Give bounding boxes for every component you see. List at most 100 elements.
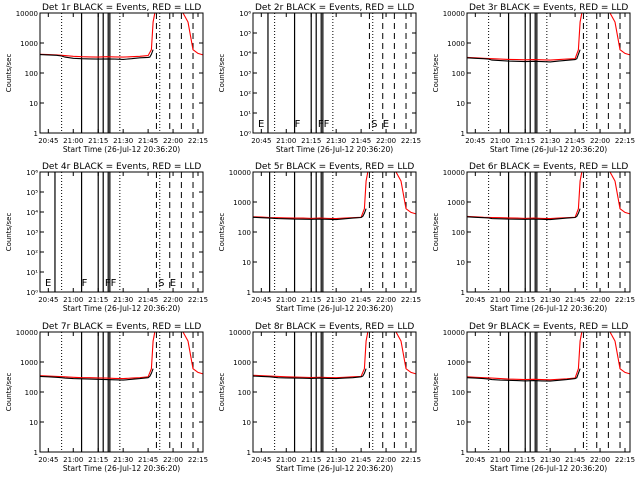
y-axis-label: Counts/sec	[218, 373, 226, 412]
y-axis-label: Counts/sec	[5, 54, 13, 93]
y-tick-label: 10⁴	[26, 209, 38, 217]
panel-title: Det 7r BLACK = Events, RED = LLD	[42, 322, 201, 332]
series-line	[40, 13, 203, 58]
x-tick-label: 21:45	[351, 137, 371, 145]
flag-label: E	[258, 119, 264, 130]
y-tick-label: 1000	[233, 199, 251, 207]
y-tick-label: 100	[25, 389, 38, 397]
time-markers	[267, 13, 407, 133]
x-tick-label: 21:15	[88, 456, 108, 464]
y-tick-label: 10⁵	[239, 30, 251, 38]
series-line	[253, 172, 416, 220]
series-line	[467, 208, 581, 221]
series-line	[467, 332, 630, 381]
x-tick-label: 21:15	[515, 137, 535, 145]
x-tick-label: 21:00	[490, 296, 510, 304]
y-tick-label: 1	[34, 130, 38, 138]
x-tick-label: 22:00	[163, 137, 183, 145]
y-tick-label: 10¹	[239, 110, 251, 118]
x-tick-label: 22:15	[401, 456, 421, 464]
x-tick-label: 21:00	[490, 456, 510, 464]
y-tick-label: 10	[456, 419, 465, 427]
panel-det-7r: Det 7r BLACK = Events, RED = LLD 10000 100…	[5, 322, 208, 473]
y-tick-label: 1000	[447, 359, 465, 367]
x-tick-label: 20:45	[38, 456, 58, 464]
y-tick-label: 100	[452, 70, 465, 78]
panel-det-3r: Det 3r BLACK = Events, RED = LLD 10000 100…	[432, 3, 635, 154]
flag-label: FF	[105, 278, 117, 289]
plot-frame	[252, 171, 417, 293]
y-tick-label: 100	[452, 389, 465, 397]
x-tick-label: 20:45	[251, 456, 271, 464]
y-tick-label: 1000	[20, 359, 38, 367]
x-tick-label: 21:00	[276, 296, 296, 304]
x-axis-label: Start Time (26-Jul-12 20:36:20)	[490, 304, 607, 313]
x-tick-label: 21:15	[301, 456, 321, 464]
time-markers	[61, 13, 194, 133]
plot-frame	[466, 331, 631, 453]
x-tick-label: 22:15	[188, 296, 208, 304]
y-tick-label: 10000	[443, 169, 465, 177]
x-tick-label: 21:15	[88, 296, 108, 304]
y-axis-label: Counts/sec	[218, 54, 226, 93]
x-tick-label: 20:45	[251, 137, 271, 145]
y-tick-label: 10⁴	[239, 50, 251, 58]
x-axis-label: Start Time (26-Jul-12 20:36:20)	[63, 304, 180, 313]
y-tick-label: 10000	[229, 329, 251, 337]
x-tick-label: 21:30	[326, 296, 346, 304]
y-tick-label: 1000	[447, 199, 465, 207]
series-line	[253, 208, 367, 221]
x-tick-label: 20:45	[251, 296, 271, 304]
series-line	[467, 368, 581, 382]
x-tick-label: 21:30	[540, 296, 560, 304]
x-tick-label: 21:15	[515, 456, 535, 464]
panel-title: Det 9r BLACK = Events, RED = LLD	[469, 322, 628, 332]
series-line	[253, 368, 367, 380]
x-tick-label: 21:30	[326, 456, 346, 464]
x-tick-label: 21:45	[351, 456, 371, 464]
y-tick-label: 10³	[239, 70, 251, 78]
x-tick-label: 20:45	[465, 296, 485, 304]
x-tick-label: 20:45	[465, 456, 485, 464]
y-tick-label: 1	[461, 449, 465, 457]
x-axis-label: Start Time (26-Jul-12 20:36:20)	[63, 145, 180, 154]
y-tick-label: 10	[29, 419, 38, 427]
x-tick-label: 20:45	[38, 296, 58, 304]
flag-label: F	[295, 119, 301, 130]
x-tick-label: 22:15	[615, 456, 635, 464]
y-tick-label: 10⁰	[239, 130, 251, 138]
x-tick-label: 22:15	[615, 137, 635, 145]
x-tick-label: 21:45	[565, 137, 585, 145]
time-markers	[488, 13, 621, 133]
panel-title: Det 1r BLACK = Events, RED = LLD	[42, 3, 201, 13]
y-tick-label: 100	[25, 70, 38, 78]
y-axis-label: Counts/sec	[5, 213, 13, 252]
x-tick-label: 21:00	[276, 456, 296, 464]
series-line	[40, 368, 154, 381]
y-axis-label: Counts/sec	[5, 373, 13, 412]
y-tick-label: 10²	[26, 249, 38, 257]
time-markers	[269, 172, 407, 292]
x-tick-label: 21:45	[565, 456, 585, 464]
x-tick-label: 21:15	[301, 296, 321, 304]
x-tick-label: 22:15	[188, 456, 208, 464]
y-tick-label: 10000	[229, 169, 251, 177]
y-tick-label: 10⁵	[26, 189, 38, 197]
panel-title: Det 5r BLACK = Events, RED = LLD	[255, 162, 414, 172]
x-axis-label: Start Time (26-Jul-12 20:36:20)	[490, 464, 607, 473]
flag-label: E	[383, 119, 389, 130]
x-tick-label: 21:00	[63, 137, 83, 145]
y-tick-label: 10000	[16, 10, 38, 18]
y-tick-label: 10²	[239, 90, 251, 98]
x-axis-label: Start Time (26-Jul-12 20:36:20)	[276, 464, 393, 473]
y-tick-label: 10⁶	[239, 10, 251, 18]
plot-frame	[252, 331, 417, 453]
y-tick-label: 1000	[447, 40, 465, 48]
flag-label: S	[371, 119, 377, 130]
y-tick-label: 1000	[20, 40, 38, 48]
flag-label: E	[170, 278, 176, 289]
x-tick-label: 21:30	[113, 137, 133, 145]
panel-title: Det 3r BLACK = Events, RED = LLD	[469, 3, 628, 13]
